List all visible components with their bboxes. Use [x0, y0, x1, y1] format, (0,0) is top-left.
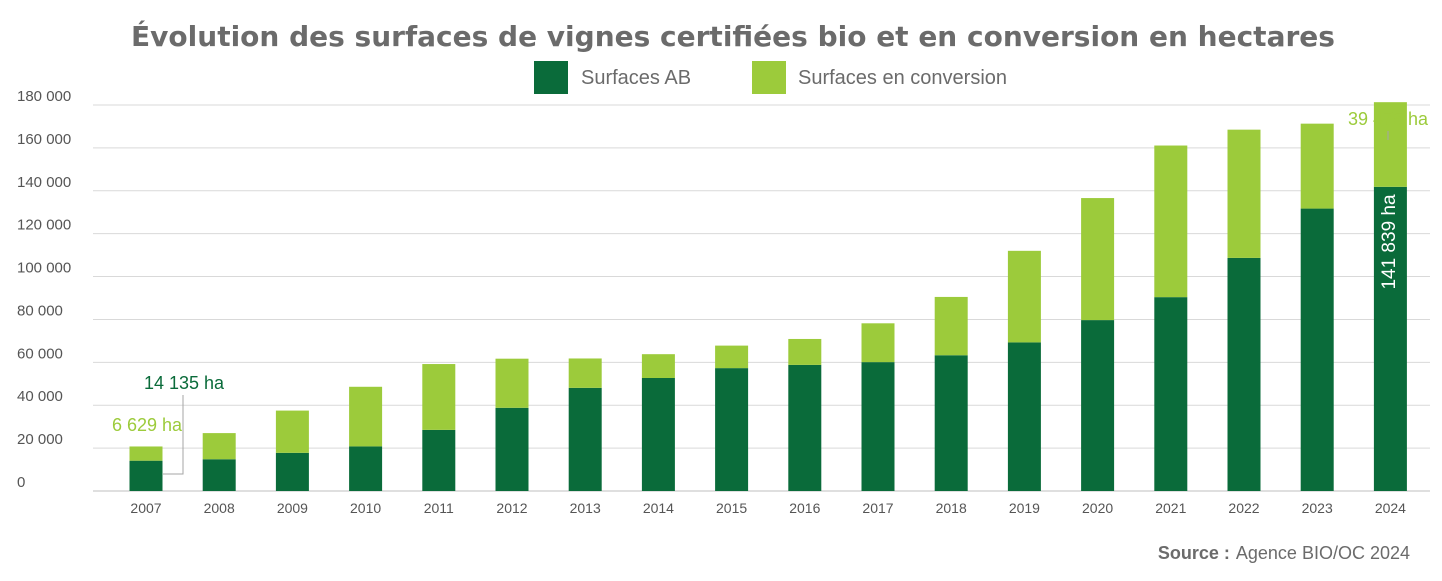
x-tick-label-2021: 2021 [1155, 500, 1186, 516]
bar-2011-surfaces-en-conversion [422, 364, 456, 430]
bar-2008-surfaces-ab [202, 459, 236, 491]
bar-2018-surfaces-en-conversion [934, 296, 968, 356]
bar-2016-surfaces-ab [788, 364, 822, 491]
bar-2024-surfaces-ab [1373, 186, 1407, 491]
x-tick-label-2019: 2019 [1009, 500, 1040, 516]
bar-2022-surfaces-ab [1227, 257, 1261, 491]
annotations: 6 629 ha 14 135 ha 39 475 ha 141 839 ha [112, 109, 1429, 475]
x-tick-label-2011: 2011 [424, 500, 454, 516]
bar-2020-surfaces-en-conversion [1081, 198, 1115, 321]
bar-2014-surfaces-en-conversion [641, 354, 675, 378]
gridlines [93, 104, 1430, 492]
annotation-2007-ab: 14 135 ha [144, 373, 225, 393]
bar-2020-surfaces-ab [1081, 320, 1115, 491]
x-tick-label-2022: 2022 [1228, 500, 1259, 516]
y-tick-label: 120 000 [17, 217, 71, 234]
x-tick-label-2014: 2014 [643, 500, 674, 516]
bar-2010-surfaces-en-conversion [349, 386, 383, 447]
x-axis: 2007 2008 2009 2010 2011 2012 2013 2014 2015 2016… [130, 500, 1406, 516]
y-tick-label: 40 000 [17, 388, 63, 405]
x-tick-label-2008: 2008 [204, 500, 235, 516]
x-tick-label-2020: 2020 [1082, 500, 1113, 516]
bar-2013-surfaces-en-conversion [568, 358, 602, 388]
y-tick-label: 140 000 [17, 174, 71, 191]
y-axis: 0 20 000 40 000 60 000 80 000 100 000 120 000 1… [17, 88, 71, 491]
chart-title: Évolution des surfaces de vignes certifi… [131, 19, 1335, 53]
x-tick-label-2024: 2024 [1375, 500, 1406, 516]
y-tick-label: 180 000 [17, 88, 71, 105]
y-tick-label: 0 [17, 474, 25, 491]
legend-swatch-surfaces-ab [534, 61, 568, 94]
y-tick-label: 160 000 [17, 131, 71, 148]
bar-2009-surfaces-en-conversion [275, 410, 309, 453]
x-tick-label-2016: 2016 [789, 500, 820, 516]
legend-label-surfaces-en-conversion: Surfaces en conversion [798, 67, 1007, 89]
bar-2007-surfaces-ab [129, 460, 163, 491]
bar-2016-surfaces-en-conversion [788, 338, 822, 365]
y-tick-label: 20 000 [17, 431, 63, 448]
bar-2019-surfaces-ab [1007, 342, 1041, 491]
legend-label-surfaces-ab: Surfaces AB [581, 67, 691, 89]
bar-2014-surfaces-ab [641, 377, 675, 491]
x-tick-label-2013: 2013 [570, 500, 601, 516]
bar-2011-surfaces-ab [422, 429, 456, 491]
bar-2018-surfaces-ab [934, 355, 968, 491]
bar-2023-surfaces-ab [1300, 208, 1334, 491]
bar-2019-surfaces-en-conversion [1007, 250, 1041, 343]
annotation-2024-conversion: 39 475 ha [1348, 109, 1429, 129]
y-tick-label: 100 000 [17, 260, 71, 277]
annotation-2024-ab: 141 839 ha [1379, 194, 1400, 290]
bar-2017-surfaces-ab [861, 362, 895, 491]
x-tick-label-2012: 2012 [496, 500, 527, 516]
bar-2024-surfaces-en-conversion [1373, 102, 1407, 187]
bar-2012-surfaces-ab [495, 407, 529, 491]
bar-2012-surfaces-en-conversion [495, 358, 529, 408]
y-tick-label: 80 000 [17, 302, 63, 319]
bar-2009-surfaces-ab [275, 452, 309, 491]
bar-2021-surfaces-ab [1154, 297, 1188, 491]
x-tick-label-2010: 2010 [350, 500, 381, 516]
x-tick-label-2007: 2007 [130, 500, 161, 516]
bar-2017-surfaces-en-conversion [861, 323, 895, 363]
bar-2010-surfaces-ab [349, 446, 383, 491]
x-tick-label-2023: 2023 [1302, 500, 1333, 516]
y-tick-label: 60 000 [17, 345, 63, 362]
bar-2007-surfaces-en-conversion [129, 446, 163, 461]
bar-2013-surfaces-ab [568, 387, 602, 491]
annotation-2007-conversion: 6 629 ha [112, 415, 183, 435]
bar-2015-surfaces-ab [715, 368, 749, 491]
x-tick-label-2018: 2018 [936, 500, 967, 516]
source-note: Source : Agence BIO/OC 2024 [1158, 543, 1410, 563]
bars [129, 102, 1407, 491]
x-tick-label-2009: 2009 [277, 500, 308, 516]
source-text: Agence BIO/OC 2024 [1236, 543, 1410, 563]
bar-2015-surfaces-en-conversion [715, 345, 749, 369]
x-tick-label-2015: 2015 [716, 500, 747, 516]
legend-swatch-surfaces-en-conversion [752, 61, 786, 94]
bar-2008-surfaces-en-conversion [202, 433, 236, 460]
x-tick-label-2017: 2017 [862, 500, 893, 516]
annotation-2007-ab-leader [163, 395, 184, 475]
source-label: Source : [1158, 543, 1230, 563]
bar-2023-surfaces-en-conversion [1300, 123, 1334, 209]
bar-2022-surfaces-en-conversion [1227, 129, 1261, 258]
legend: Surfaces AB Surfaces en conversion [534, 61, 1007, 94]
bar-2021-surfaces-en-conversion [1154, 145, 1188, 298]
